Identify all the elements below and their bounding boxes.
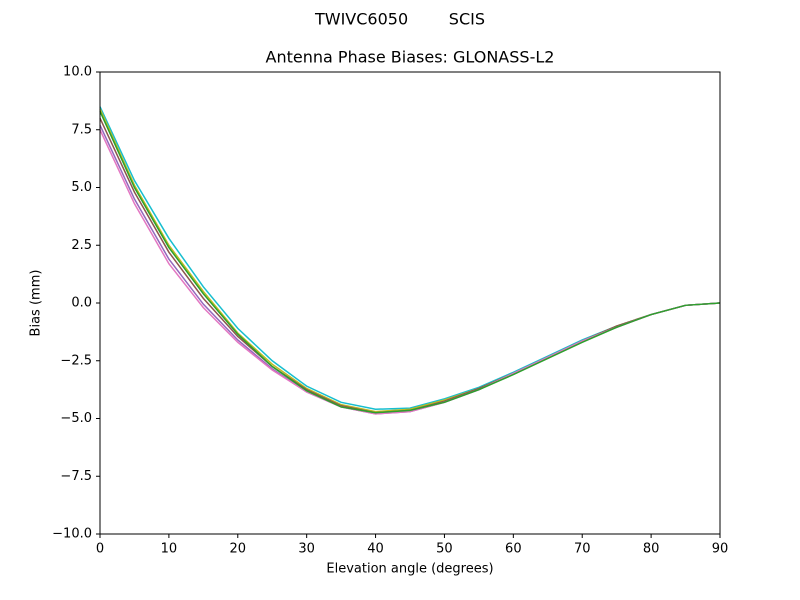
chart-title: Antenna Phase Biases: GLONASS-L2 xyxy=(266,48,555,67)
x-tick-label: 90 xyxy=(712,542,729,557)
y-tick-label: −7.5 xyxy=(60,469,92,484)
x-tick-label: 80 xyxy=(643,542,660,557)
x-tick-label: 60 xyxy=(505,542,522,557)
y-tick-label: 7.5 xyxy=(71,122,92,137)
y-tick-label: −5.0 xyxy=(60,411,92,426)
series-line xyxy=(99,124,721,415)
plot-frame xyxy=(99,71,721,535)
series-line xyxy=(99,106,721,411)
suptitle: TWIVC6050 SCIS xyxy=(314,10,485,29)
x-tick-label: 50 xyxy=(436,542,453,557)
x-tick-label: 30 xyxy=(298,542,315,557)
x-tick-label: 40 xyxy=(367,542,384,557)
x-tick-label: 10 xyxy=(161,542,178,557)
x-axis-label: Elevation angle (degrees) xyxy=(326,562,493,577)
y-tick-label: 10.0 xyxy=(63,65,92,80)
y-tick-label: 2.5 xyxy=(71,238,92,253)
series-line xyxy=(99,117,721,414)
series-line xyxy=(99,110,721,414)
y-axis-label: Bias (mm) xyxy=(29,270,44,337)
y-tick-label: −2.5 xyxy=(60,353,92,368)
y-tick-label: 5.0 xyxy=(71,180,92,195)
y-tick-label: −10.0 xyxy=(52,527,92,542)
y-tick-label: 0.0 xyxy=(71,296,92,311)
x-tick-label: 20 xyxy=(230,542,247,557)
x-tick-label: 0 xyxy=(96,542,104,557)
series-line xyxy=(99,108,721,413)
x-tick-label: 70 xyxy=(574,542,591,557)
